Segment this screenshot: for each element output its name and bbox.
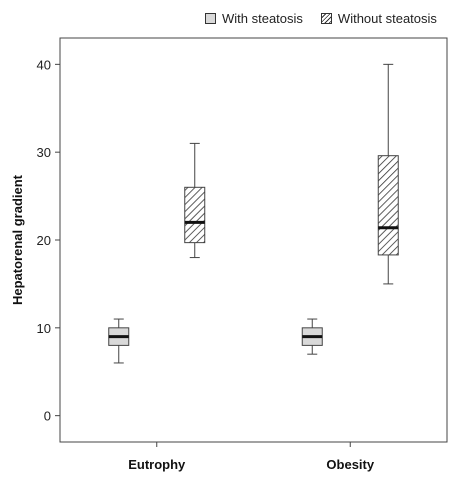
- legend-label: With steatosis: [222, 10, 303, 26]
- y-tick-label: 10: [37, 321, 51, 336]
- x-tick-label: Eutrophy: [128, 457, 186, 472]
- legend-swatch-hatched: [320, 12, 332, 24]
- legend: With steatosis Without steatosis: [205, 8, 455, 28]
- y-tick-label: 30: [37, 145, 51, 160]
- legend-item-without-steatosis: Without steatosis: [320, 10, 437, 26]
- y-tick-label: 20: [37, 233, 51, 248]
- y-tick-label: 0: [44, 409, 51, 424]
- x-tick-label: Obesity: [326, 457, 374, 472]
- y-tick-label: 40: [37, 57, 51, 72]
- legend-label: Without steatosis: [337, 10, 437, 26]
- box-without-steatosis: [184, 186, 206, 244]
- legend-item-with-steatosis: With steatosis: [205, 11, 303, 26]
- y-axis-label: Hepatorenal gradient: [10, 174, 25, 305]
- box-without-steatosis: [377, 155, 399, 256]
- legend-swatch-plain: [205, 12, 216, 24]
